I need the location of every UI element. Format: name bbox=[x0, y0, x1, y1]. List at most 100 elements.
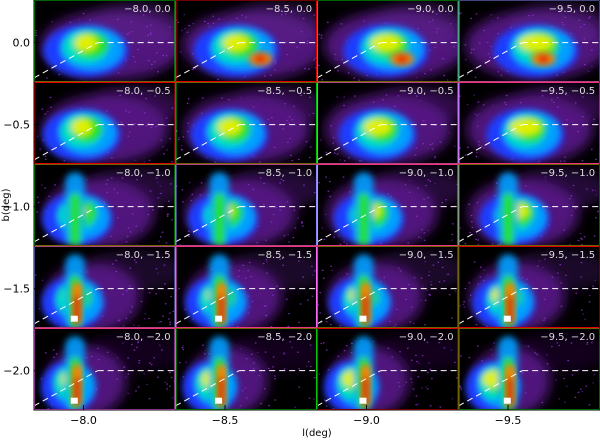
panel-2-3: −9.5, −1.0 bbox=[458, 164, 600, 246]
reference-line-diagonal bbox=[317, 124, 381, 161]
panel-label: −9.5, −2.0 bbox=[540, 332, 595, 343]
density-saturation bbox=[215, 315, 223, 322]
density-peak bbox=[389, 52, 414, 67]
density-core bbox=[43, 24, 129, 78]
panel-0-3: −9.5, 0.0 bbox=[458, 0, 600, 82]
reference-lines bbox=[175, 370, 317, 407]
reference-lines bbox=[34, 206, 176, 243]
density-core bbox=[42, 172, 113, 246]
y-tick-label: −1.0 bbox=[3, 201, 30, 214]
panel-label: −9.0, −1.0 bbox=[399, 168, 454, 179]
x-tick-label: −8.5 bbox=[212, 414, 239, 427]
y-tick-label: −2.0 bbox=[3, 365, 30, 378]
density-core bbox=[333, 172, 404, 246]
panel-4-2: −9.0, −2.0 bbox=[317, 328, 459, 410]
panel-label: −8.0, 0.0 bbox=[124, 4, 171, 15]
panel-label: −9.0, 0.0 bbox=[407, 4, 454, 15]
reference-line-diagonal bbox=[317, 288, 381, 325]
y-tick-label: 0.0 bbox=[13, 37, 31, 50]
reference-line-diagonal bbox=[175, 42, 240, 79]
reference-line-diagonal bbox=[34, 42, 98, 79]
density-core bbox=[338, 108, 416, 162]
reference-lines bbox=[175, 288, 317, 325]
reference-lines bbox=[34, 288, 176, 325]
density-saturation bbox=[70, 397, 78, 404]
reference-lines bbox=[458, 206, 600, 243]
panel-3-1: −8.5, −1.5 bbox=[175, 246, 317, 328]
panel-4-0: −8.0, −2.0 bbox=[34, 328, 176, 410]
panel-label: −8.5, −1.0 bbox=[257, 168, 312, 179]
panel-label: −9.5, −1.5 bbox=[540, 250, 595, 261]
reference-lines bbox=[317, 124, 459, 161]
panel-0-1: −8.5, 0.0 bbox=[175, 0, 317, 82]
reference-lines bbox=[34, 124, 176, 161]
panel-label: −8.5, −1.5 bbox=[257, 250, 312, 261]
reference-line-diagonal bbox=[175, 124, 240, 161]
reference-line-diagonal bbox=[175, 206, 240, 243]
reference-line-diagonal bbox=[458, 42, 523, 79]
density-saturation bbox=[503, 315, 511, 322]
reference-line-diagonal bbox=[317, 42, 381, 79]
panel-label: −8.0, −1.0 bbox=[116, 168, 171, 179]
y-axis-label: b(deg) bbox=[1, 188, 12, 221]
density-speckle bbox=[36, 94, 174, 164]
panel-label: −8.0, −2.0 bbox=[116, 332, 171, 343]
panel-1-3: −9.5, −0.5 bbox=[458, 82, 600, 164]
density-peak bbox=[248, 52, 273, 67]
reference-lines bbox=[175, 42, 317, 79]
density-core bbox=[193, 24, 279, 78]
panel-label: −9.5, −1.0 bbox=[540, 168, 595, 179]
panel-label: −9.5, 0.0 bbox=[549, 4, 596, 15]
reference-line-diagonal bbox=[317, 370, 381, 407]
reference-lines bbox=[317, 206, 459, 243]
panel-2-2: −9.0, −1.0 bbox=[317, 164, 459, 246]
density-saturation bbox=[503, 397, 511, 404]
reference-lines bbox=[175, 124, 317, 161]
x-tick-label: −9.0 bbox=[353, 414, 380, 427]
density-saturation bbox=[215, 397, 223, 404]
reference-lines bbox=[317, 42, 459, 79]
panel-label: −8.0, −1.5 bbox=[116, 250, 171, 261]
reference-lines bbox=[34, 370, 176, 407]
panel-0-0: −8.0, 0.0 bbox=[34, 0, 176, 82]
reference-lines bbox=[317, 370, 459, 407]
panel-2-1: −8.5, −1.0 bbox=[175, 164, 317, 246]
panel-1-1: −8.5, −0.5 bbox=[175, 82, 317, 164]
density-saturation bbox=[359, 315, 367, 322]
x-tick-label: −8.0 bbox=[70, 414, 97, 427]
density-speckle bbox=[318, 340, 459, 410]
x-axis-label: l(deg) bbox=[302, 428, 332, 439]
density-core bbox=[42, 108, 121, 162]
panel-label: −9.5, −0.5 bbox=[540, 86, 595, 97]
reference-lines bbox=[458, 288, 600, 325]
density-speckle bbox=[317, 260, 459, 328]
y-tick-label: −0.5 bbox=[3, 119, 30, 132]
reference-lines bbox=[175, 206, 317, 243]
panel-label: −8.0, −0.5 bbox=[116, 86, 171, 97]
reference-line-diagonal bbox=[458, 206, 523, 243]
y-tick-label: −1.5 bbox=[3, 283, 30, 296]
panel-3-3: −9.5, −1.5 bbox=[458, 246, 600, 328]
density-saturation bbox=[70, 315, 78, 322]
x-tick-label: −9.5 bbox=[495, 414, 522, 427]
panel-3-2: −9.0, −1.5 bbox=[317, 246, 459, 328]
reference-line-diagonal bbox=[175, 370, 240, 407]
density-core bbox=[343, 24, 429, 78]
reference-line-diagonal bbox=[34, 370, 98, 407]
reference-line-diagonal bbox=[175, 288, 240, 325]
reference-line-diagonal bbox=[34, 288, 98, 325]
panel-1-0: −8.0, −0.5 bbox=[34, 82, 176, 164]
reference-lines bbox=[458, 42, 600, 79]
density-saturation bbox=[359, 397, 367, 404]
panel-label: −9.0, −2.0 bbox=[399, 332, 454, 343]
panel-label: −8.5, 0.0 bbox=[266, 4, 313, 15]
reference-line-diagonal bbox=[458, 124, 523, 161]
density-peak bbox=[531, 52, 556, 67]
plot-frame bbox=[33, 0, 600, 411]
density-core bbox=[486, 108, 564, 162]
reference-line-diagonal bbox=[34, 124, 98, 161]
density-core bbox=[190, 108, 269, 162]
reference-lines bbox=[458, 370, 600, 407]
density-core bbox=[493, 24, 579, 78]
